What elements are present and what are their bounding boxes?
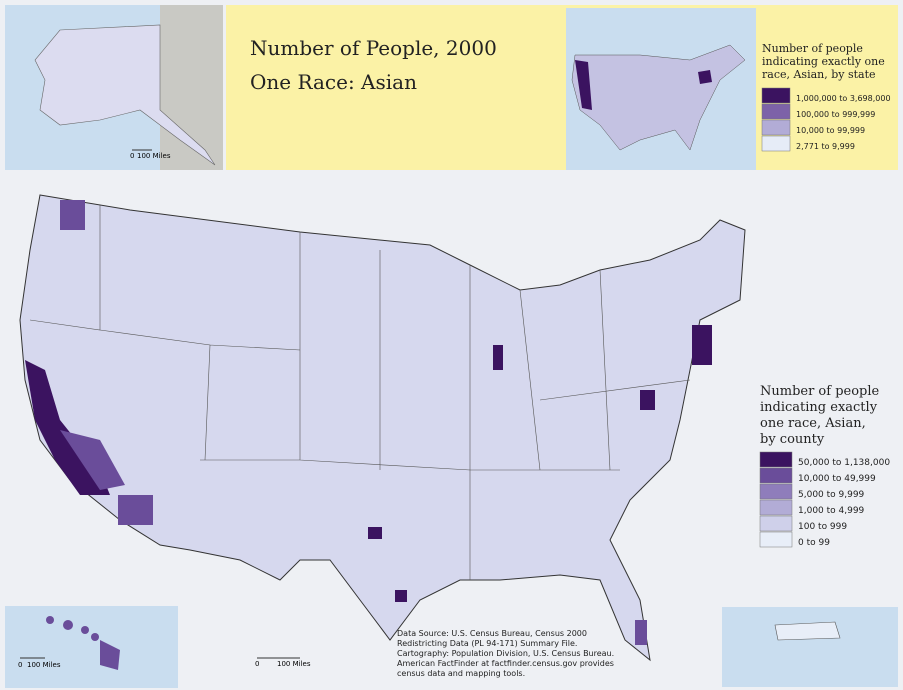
scale-label: 100 Miles [277, 660, 311, 668]
overview-california [575, 60, 592, 110]
county-legend: 50,000 to 1,138,000 10,000 to 49,999 5,000… [759, 451, 890, 548]
legend-label: 10,000 to 99,999 [796, 126, 865, 135]
county-legend-title: by county [760, 432, 825, 447]
state-legend-title: race, Asian, by state [762, 68, 876, 81]
dense-counties [25, 200, 712, 645]
overview-newyork [698, 70, 712, 84]
us-mainland [19, 194, 746, 662]
legend-label: 2,771 to 9,999 [796, 142, 855, 151]
legend-swatch [759, 499, 793, 516]
legend-swatch [761, 87, 791, 104]
legend-swatch [759, 467, 793, 484]
source-line: American FactFinder at factfinder.census… [397, 659, 614, 668]
legend-label: 1,000,000 to 3,698,000 [796, 94, 891, 103]
legend-swatch [761, 135, 791, 152]
alaska-shape [34, 24, 216, 166]
subtitle: One Race: Asian [250, 70, 417, 94]
state-legend-title: Number of people [762, 42, 863, 55]
scale-label: 100 Miles [137, 152, 171, 160]
source-line: Redistricting Data (PL 94-171) Summary F… [397, 639, 577, 648]
puerto-rico-shape [774, 621, 841, 641]
legend-swatch [759, 531, 793, 548]
overview-us [571, 44, 746, 151]
scale-label: 0 [130, 152, 134, 160]
legend-label: 0 to 99 [798, 538, 830, 548]
county-legend-title: indicating exactly [760, 400, 878, 415]
scale-label: 0 [18, 661, 22, 669]
source-line: census data and mapping tools. [397, 669, 525, 678]
state-borders [29, 205, 691, 580]
legend-label: 50,000 to 1,138,000 [798, 458, 890, 468]
county-legend-title: one race, Asian, [760, 416, 866, 431]
legend-swatch [761, 103, 791, 120]
title: Number of People, 2000 [250, 36, 497, 60]
legend-label: 100 to 999 [798, 522, 847, 532]
hawaii-islands [46, 616, 120, 670]
hawaii-inset [5, 606, 178, 688]
source-line: Cartography: Population Division, U.S. C… [397, 649, 614, 658]
scale-label: 100 Miles [27, 661, 61, 669]
source-note: Data Source: U.S. Census Bureau, Census … [397, 629, 614, 678]
legend-label: 1,000 to 4,999 [798, 506, 865, 516]
legend-swatch [759, 451, 793, 468]
legend-label: 100,000 to 999,999 [796, 110, 875, 119]
legend-swatch [759, 515, 793, 532]
scale-label: 0 [255, 660, 259, 668]
legend-swatch [761, 119, 791, 136]
state-legend: 1,000,000 to 3,698,000 100,000 to 999,999… [761, 87, 891, 152]
puerto-rico-inset [722, 607, 898, 687]
county-legend-title: Number of people [760, 384, 880, 399]
state-legend-title: indicating exactly one [762, 55, 885, 68]
source-line: Data Source: U.S. Census Bureau, Census … [397, 629, 587, 638]
legend-swatch [759, 483, 793, 500]
legend-label: 5,000 to 9,999 [798, 490, 865, 500]
legend-label: 10,000 to 49,999 [798, 474, 876, 484]
